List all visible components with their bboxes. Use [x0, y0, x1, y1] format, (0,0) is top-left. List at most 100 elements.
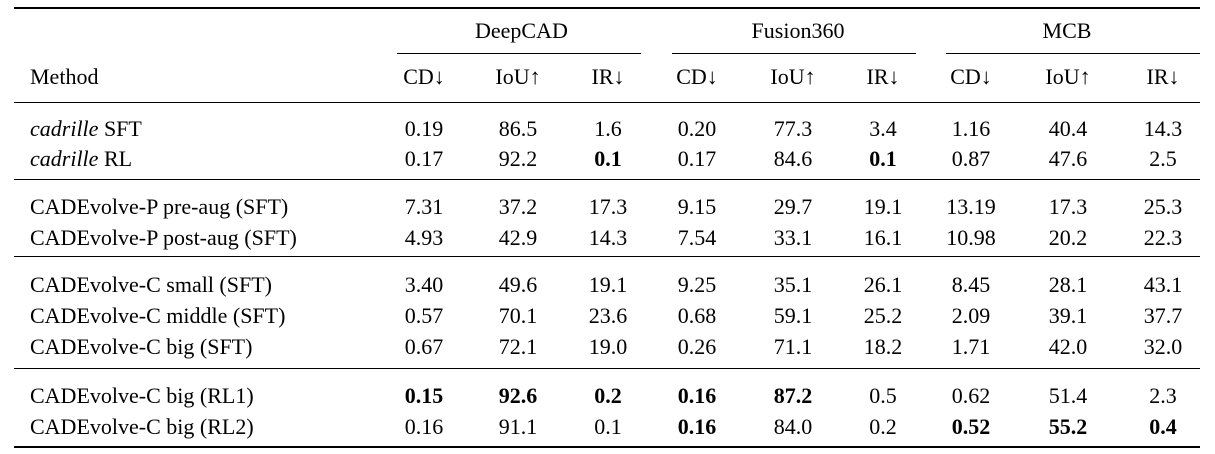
value-cell: 32.0 [1143, 334, 1183, 359]
value-cell: 70.1 [498, 303, 538, 328]
value-cell: 49.6 [498, 272, 538, 297]
value-cell: 0.67 [404, 334, 444, 359]
group-header-fusion360: Fusion360 [751, 18, 845, 43]
method-header: Method [30, 64, 99, 89]
metric-header: CD↓ [950, 64, 992, 89]
value-cell: 0.26 [677, 334, 717, 359]
value-cell: 1.71 [951, 334, 991, 359]
value-cell: 28.1 [1048, 272, 1088, 297]
value-cell: 8.45 [951, 272, 991, 297]
metric-header: IoU↑ [1045, 64, 1091, 89]
value-cell: 13.19 [946, 194, 996, 219]
value-cell: 84.0 [773, 414, 813, 439]
value-cell: 25.2 [863, 303, 903, 328]
method-cell: CADEvolve-C middle (SFT) [30, 303, 285, 329]
method-cell: CADEvolve-C big (SFT) [30, 334, 252, 360]
method-cell: CADEvolve-P pre-aug (SFT) [30, 194, 288, 220]
method-cell: CADEvolve-C small (SFT) [30, 272, 272, 298]
value-cell: 0.2 [869, 414, 897, 439]
value-cell: 77.3 [773, 116, 813, 141]
value-cell: 3.40 [404, 272, 444, 297]
value-cell: 37.7 [1143, 303, 1183, 328]
value-cell: 0.16 [404, 414, 444, 439]
value-cell: 22.3 [1143, 225, 1183, 250]
value-cell: 33.1 [773, 225, 813, 250]
value-cell: 1.16 [951, 116, 991, 141]
value-cell: 0.68 [677, 303, 717, 328]
value-cell: 9.15 [677, 194, 717, 219]
group-underline-mcb [946, 53, 1200, 54]
value-cell: 10.98 [946, 225, 996, 250]
metric-header: IoU↑ [495, 64, 541, 89]
value-cell: 9.25 [677, 272, 717, 297]
value-cell: 39.1 [1048, 303, 1088, 328]
value-cell: 86.5 [498, 116, 538, 141]
metric-header: IR↓ [866, 64, 900, 89]
group-header-mcb: MCB [1042, 18, 1092, 43]
value-cell: 0.57 [404, 303, 444, 328]
value-cell: 0.1 [869, 146, 897, 171]
metric-header: IR↓ [1146, 64, 1180, 89]
value-cell: 92.6 [498, 383, 538, 408]
value-cell: 84.6 [773, 146, 813, 171]
section-rule-3 [14, 368, 1200, 369]
section-rule-2 [14, 256, 1200, 257]
method-cell: CADEvolve-C big (RL1) [30, 383, 254, 409]
header-rule [14, 102, 1200, 103]
metric-header: CD↓ [676, 64, 718, 89]
group-underline-deepcad [397, 53, 641, 54]
value-cell: 25.3 [1143, 194, 1183, 219]
value-cell: 0.17 [404, 146, 444, 171]
method-name-italic: cadrille [30, 116, 99, 141]
value-cell: 0.1 [594, 146, 622, 171]
value-cell: 87.2 [773, 383, 813, 408]
bottom-rule [14, 446, 1200, 448]
value-cell: 1.6 [594, 116, 622, 141]
value-cell: 72.1 [498, 334, 538, 359]
method-name: CADEvolve-C middle (SFT) [30, 303, 286, 328]
value-cell: 20.2 [1048, 225, 1088, 250]
method-cell: CADEvolve-C big (RL2) [30, 414, 254, 440]
value-cell: 35.1 [773, 272, 813, 297]
value-cell: 0.20 [677, 116, 717, 141]
value-cell: 43.1 [1143, 272, 1183, 297]
value-cell: 26.1 [863, 272, 903, 297]
method-name: CADEvolve-P pre-aug (SFT) [30, 194, 289, 219]
value-cell: 4.93 [404, 225, 444, 250]
value-cell: 42.0 [1048, 334, 1088, 359]
method-name: SFT [98, 116, 142, 141]
value-cell: 40.4 [1048, 116, 1088, 141]
method-name: CADEvolve-C big (RL1) [30, 383, 254, 408]
value-cell: 14.3 [588, 225, 628, 250]
section-rule-1 [14, 179, 1200, 180]
value-cell: 0.19 [404, 116, 444, 141]
method-cell: CADEvolve-P post-aug (SFT) [30, 225, 297, 251]
value-cell: 7.54 [677, 225, 717, 250]
value-cell: 17.3 [588, 194, 628, 219]
value-cell: 37.2 [498, 194, 538, 219]
value-cell: 0.16 [677, 414, 717, 439]
value-cell: 0.17 [677, 146, 717, 171]
method-name-italic: cadrille [30, 146, 99, 171]
value-cell: 0.15 [404, 383, 444, 408]
value-cell: 0.52 [951, 414, 991, 439]
metric-header: CD↓ [403, 64, 445, 89]
value-cell: 14.3 [1143, 116, 1183, 141]
value-cell: 19.1 [588, 272, 628, 297]
top-rule [14, 7, 1200, 9]
method-cell: cadrille RL [30, 146, 132, 172]
group-header-deepcad: DeepCAD [475, 18, 568, 43]
value-cell: 55.2 [1048, 414, 1088, 439]
method-name: RL [98, 146, 133, 171]
value-cell: 29.7 [773, 194, 813, 219]
value-cell: 0.4 [1149, 414, 1177, 439]
value-cell: 0.2 [594, 383, 622, 408]
value-cell: 2.5 [1149, 146, 1177, 171]
value-cell: 91.1 [498, 414, 538, 439]
group-underline-fusion360 [672, 53, 916, 54]
value-cell: 0.87 [951, 146, 991, 171]
method-name: CADEvolve-C big (SFT) [30, 334, 253, 359]
metric-header: IR↓ [591, 64, 625, 89]
value-cell: 19.0 [588, 334, 628, 359]
value-cell: 42.9 [498, 225, 538, 250]
